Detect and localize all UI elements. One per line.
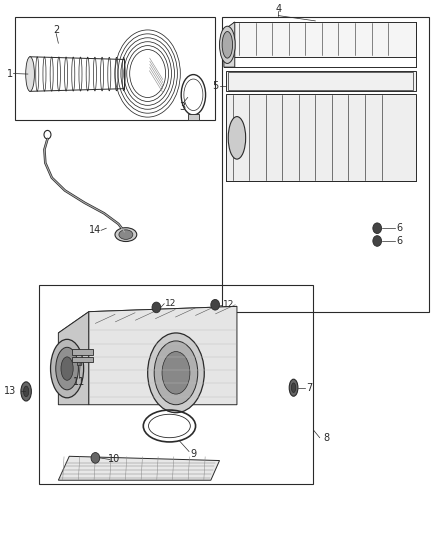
Polygon shape [58,456,219,480]
Polygon shape [89,306,237,405]
Text: 7: 7 [307,383,313,393]
Text: 1: 1 [7,69,13,78]
Ellipse shape [219,26,235,63]
Bar [39,285,313,484]
Ellipse shape [119,230,133,239]
Text: 6: 6 [396,223,403,233]
Ellipse shape [228,117,246,159]
Text: 3: 3 [180,102,186,112]
Text: 8: 8 [323,433,329,443]
Ellipse shape [50,340,84,398]
Bar [188,114,198,120]
Ellipse shape [148,333,204,413]
Ellipse shape [26,57,35,91]
Ellipse shape [91,453,100,463]
Text: 12: 12 [165,299,177,308]
Bar [15,17,215,120]
Ellipse shape [222,31,233,58]
Ellipse shape [61,357,73,380]
Ellipse shape [289,379,298,396]
Text: 13: 13 [4,386,16,397]
Polygon shape [58,306,237,333]
Bar [77,362,81,366]
Text: 10: 10 [108,455,120,464]
Ellipse shape [162,352,190,394]
Ellipse shape [152,302,161,313]
Ellipse shape [24,386,29,397]
Bar [72,357,93,362]
Text: 5: 5 [212,81,219,91]
Polygon shape [233,22,416,56]
Ellipse shape [291,383,296,392]
Bar [72,350,93,355]
Ellipse shape [211,300,219,310]
Ellipse shape [56,348,78,390]
Text: 9: 9 [191,449,197,459]
Polygon shape [224,22,235,67]
Text: 4: 4 [275,4,281,14]
Bar [222,17,429,312]
Ellipse shape [373,223,381,233]
Ellipse shape [154,341,198,405]
Text: 6: 6 [396,236,403,246]
Text: 11: 11 [73,377,85,387]
Text: 12: 12 [223,300,234,309]
Polygon shape [226,71,416,91]
Ellipse shape [115,228,137,241]
Text: 2: 2 [53,26,59,36]
Bar [228,72,413,90]
Ellipse shape [21,382,32,401]
Text: 14: 14 [89,225,101,236]
Polygon shape [226,94,416,181]
Polygon shape [58,312,89,405]
Ellipse shape [373,236,381,246]
